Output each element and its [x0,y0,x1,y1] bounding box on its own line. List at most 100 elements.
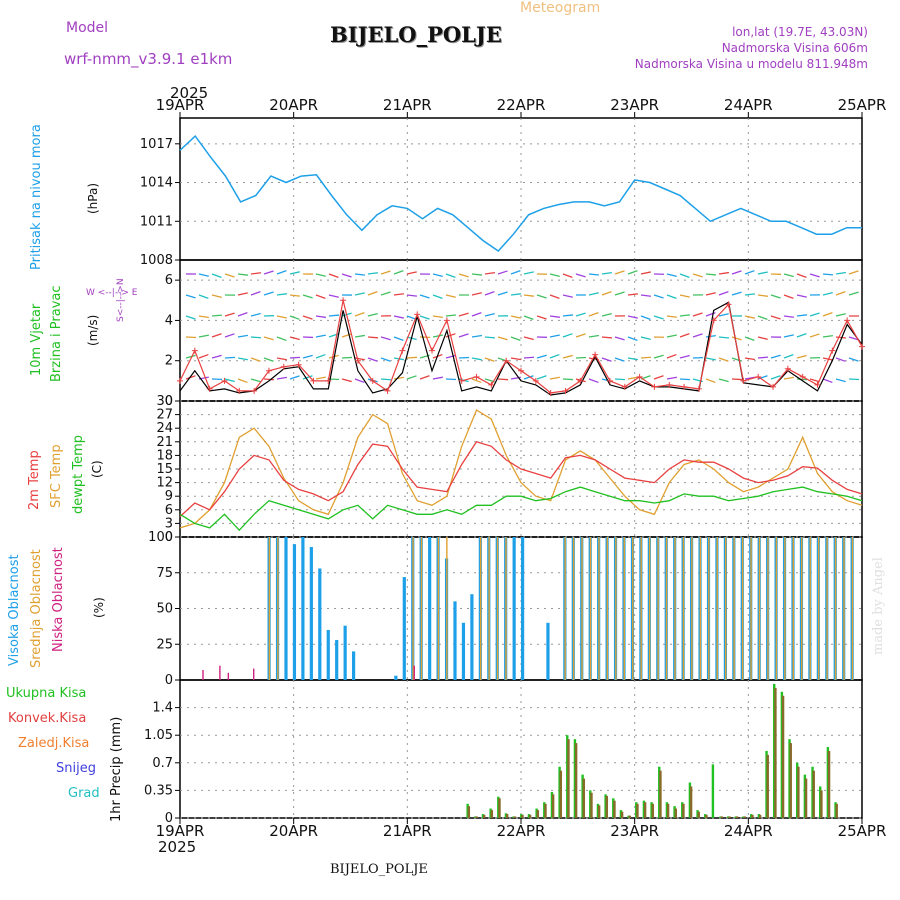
wind-arrow [549,315,560,318]
wind-arrow [640,336,651,341]
wind-arrow [536,375,547,380]
precip-conv-bar [720,816,723,818]
wind-arrow [367,291,378,296]
wind-arrow [419,375,430,380]
ytick-label-temperature: 9 [165,489,173,504]
wind-gust-marker [784,365,791,372]
wind-arrow [315,353,326,359]
wind-arrow [185,375,196,380]
xtick-label-bottom: 20APR [269,822,318,840]
wind-arrow [731,336,742,341]
temp-label-dew: dewpt Temp [71,434,86,514]
wind-arrow [393,315,404,319]
xtick-label-bottom: 23APR [610,822,659,840]
wind-arrow [497,291,508,296]
precip-conv-bar [674,808,677,818]
wind-arrow [588,311,599,317]
cloud-high-bar [512,537,516,680]
model-label: Model [66,20,109,36]
wind-arrow [835,378,846,383]
wind-gust-marker [592,351,599,358]
wind-arrow [211,333,222,338]
wind-arrow [679,294,690,298]
wind-arrow [783,315,795,318]
wind-arrow [523,271,534,275]
wind-arrow [653,315,664,320]
wind-gust-marker [547,389,554,396]
wind-arrow [705,273,717,276]
precip-conv-bar [475,816,478,818]
wind-arrow [276,315,287,319]
wind-arrow [237,357,248,361]
wind-arrow [250,312,261,317]
precip-conv-bar [728,816,731,818]
precip-conv-bar [812,770,815,818]
wind-arrow [484,336,496,339]
wind-arrow [549,353,560,359]
cloud-mid-bar [632,537,634,680]
wind-gust-marker [473,373,480,380]
wind-gust-marker [636,373,643,380]
xtick-label-top: 25APR [838,96,887,114]
wind-arrow [302,315,313,320]
wind-gust-marker [280,363,287,370]
wind-arrow [783,334,794,338]
wind-arrow [198,334,209,338]
precip-conv-bar [559,770,563,818]
precip-total-bar [711,764,715,818]
precip-conv-bar [751,814,754,818]
wind-gust-marker [221,377,228,384]
wind-arrow [614,291,625,296]
precip-conv-bar [781,695,785,818]
cloud-mid-bar [691,537,693,680]
cloud-low-bar [253,668,255,680]
wind-arrow [601,357,612,362]
precip-conv-bar [498,798,501,818]
wind-arrow [809,273,820,278]
wind-arrow [796,294,807,298]
precip-conv-bar [797,766,800,818]
lonlat-label: lon,lat (19.7E, 43.03N) [732,25,868,39]
wind-arrow [302,354,313,359]
wind-arrow [276,336,287,342]
wind-arrow [224,378,235,383]
precip-conv-bar [482,814,486,818]
wind-gust-marker [695,385,702,392]
precip-conv-bar [636,803,639,818]
precip-conv-bar [651,803,654,818]
cloud-high-bar [521,537,525,680]
wind-arrow [523,356,535,359]
wind-label-1: 10m Vjetar [29,303,44,376]
cloud-mid-bar [758,537,761,680]
ytick-label-cloudiness: 75 [156,566,173,581]
cloud-low-bar [413,665,415,680]
wind-arrow [822,378,833,384]
wind-arrow [770,375,781,380]
wind-arrow [341,273,352,278]
wind-arrow [458,273,469,278]
cloud-mid-bar [775,537,778,680]
wind-arrow [289,294,301,297]
wind-arrow [835,271,846,275]
cloud-label-high: Visoka Oblacnost [7,554,22,666]
precip-conv-bar [689,786,693,818]
wind-gust-marker [829,347,836,354]
xtick-label-top: 19APR [156,96,205,114]
wind-arrow [627,336,638,342]
wind-arrow [237,273,249,276]
wind-gust-marker [236,387,243,394]
wind-arrow [588,378,599,384]
cloud-mid-bar [446,537,448,680]
wind-arrow [354,357,365,361]
wind-arrow [809,312,820,317]
wind-compass-sn: S<--|-->N [116,278,126,322]
precip-conv-bar [467,806,471,818]
cloud-mid-bar [665,537,668,680]
wind-arrow [744,270,755,275]
wind-arrow [848,336,859,341]
cloud-mid-bar [682,537,685,680]
wind-gust-marker [265,367,272,374]
wind-gust-marker [740,377,747,384]
wind-arrow [393,376,404,380]
precip-conv-bar [666,803,670,818]
